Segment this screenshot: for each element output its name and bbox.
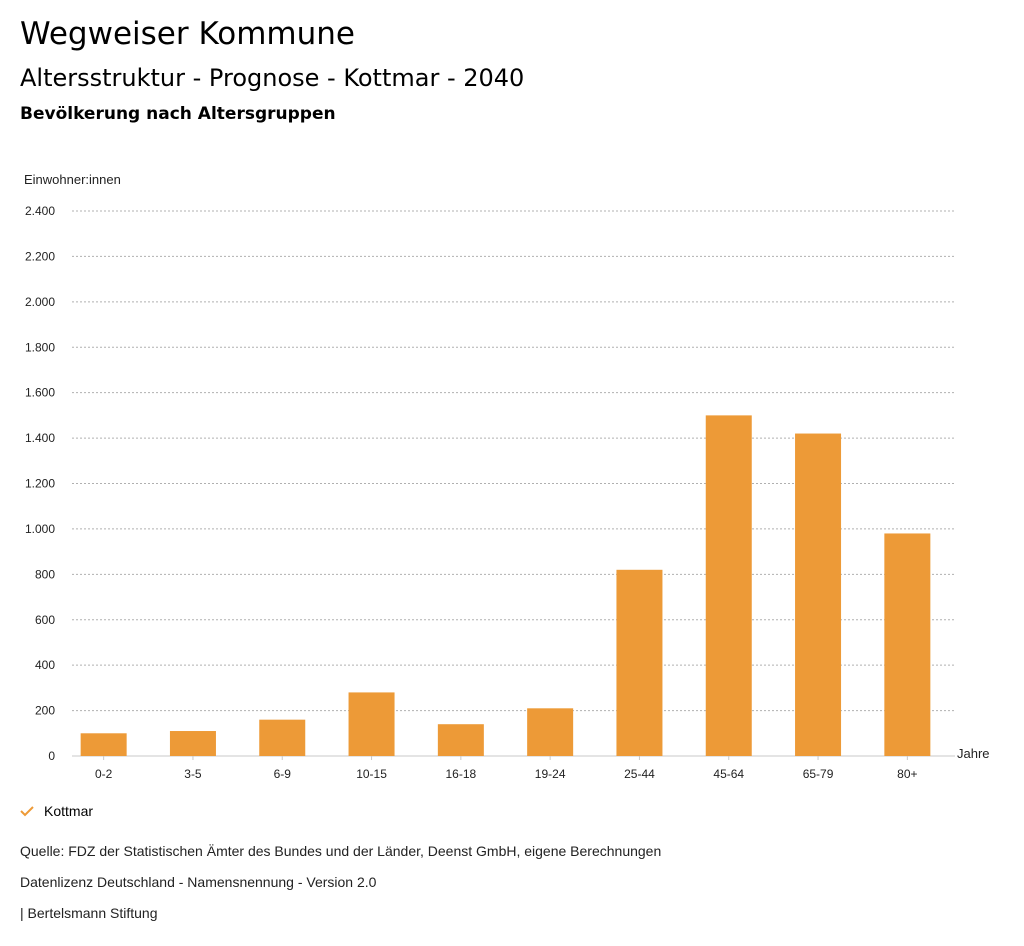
bar-25-44: [616, 569, 663, 756]
x-tick-label: 10-15: [356, 767, 387, 781]
y-tick-label: 800: [35, 567, 55, 581]
license-note: Datenlizenz Deutschland - Namensnennung …: [20, 874, 377, 890]
x-tick-label: 25-44: [624, 767, 655, 781]
legend-label: Kottmar: [44, 803, 94, 819]
bar-16-18: [437, 724, 484, 756]
x-tick-label: 6-9: [274, 767, 292, 781]
x-tick-label: 3-5: [184, 767, 202, 781]
source-note: Quelle: FDZ der Statistischen Ämter des …: [20, 843, 662, 859]
x-tick-label: 19-24: [535, 767, 566, 781]
chart-subtitle: Altersstruktur - Prognose - Kottmar - 20…: [20, 64, 525, 92]
x-axis-label: Jahre: [957, 746, 990, 761]
y-tick-label: 400: [35, 658, 55, 672]
y-tick-label: 2.200: [25, 249, 55, 263]
x-tick-label: 65-79: [803, 767, 834, 781]
y-tick-label: 2.000: [25, 295, 55, 309]
bar-3-5: [169, 731, 216, 756]
y-tick-label: 1.600: [25, 386, 55, 400]
y-tick-label: 1.400: [25, 431, 55, 445]
y-tick-label: 1.000: [25, 522, 55, 536]
publisher-note: | Bertelsmann Stiftung: [20, 905, 158, 921]
x-tick-label: 45-64: [713, 767, 744, 781]
bar-10-15: [348, 692, 395, 756]
bar-65-79: [795, 433, 842, 756]
y-tick-label: 0: [48, 749, 55, 763]
legend[interactable]: Kottmar: [20, 803, 93, 819]
bar-45-64: [705, 415, 752, 756]
y-tick-label: 1.200: [25, 477, 55, 491]
page-title: Wegweiser Kommune: [20, 16, 355, 52]
y-tick-label: 1.800: [25, 340, 55, 354]
bar-0-2: [80, 733, 127, 756]
y-tick-label: 2.400: [25, 204, 55, 218]
x-tick-label: 80+: [897, 767, 917, 781]
bar-19-24: [527, 708, 574, 756]
x-tick-label: 16-18: [445, 767, 476, 781]
bar-80+: [884, 533, 931, 756]
x-tick-label: 0-2: [95, 767, 113, 781]
chart-heading: Bevölkerung nach Altersgruppen: [20, 104, 336, 124]
y-axis-label: Einwohner:innen: [24, 172, 121, 187]
y-tick-label: 600: [35, 613, 55, 627]
bar-chart: Einwohner:innen 0 200 400 600 800 1.000 1.200 1.…: [24, 172, 990, 781]
bar-6-9: [259, 719, 306, 756]
y-tick-label: 200: [35, 704, 55, 718]
checkmark-icon: [20, 806, 34, 817]
